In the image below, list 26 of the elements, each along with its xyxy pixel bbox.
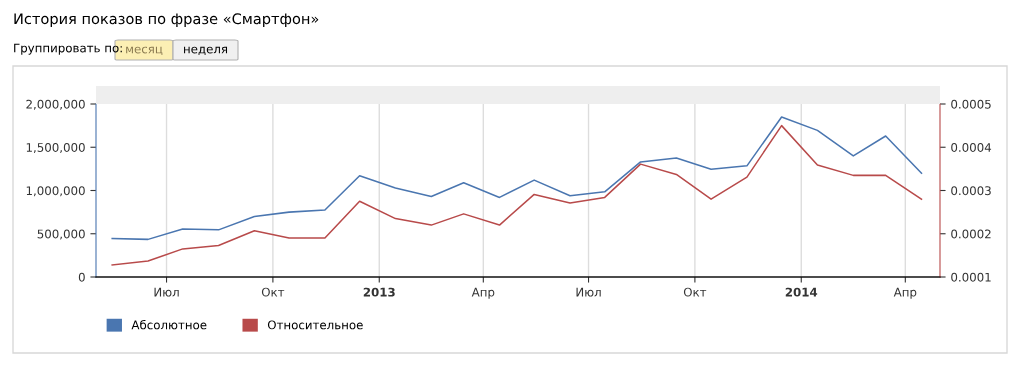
y2-tick-label: 0.0001 bbox=[951, 272, 991, 282]
x-tick-label: 2014 bbox=[785, 287, 818, 297]
y-tick-label: 2,000,000 bbox=[26, 99, 85, 110]
line-series bbox=[111, 116, 923, 241]
x-tick-label: Окт bbox=[261, 287, 285, 297]
x-tick-label: Апр bbox=[471, 287, 495, 299]
y2-tick-label: 0.0002 bbox=[951, 229, 991, 239]
y-tick-label: 1,500,000 bbox=[26, 142, 85, 154]
y-tick-label: 500,000 bbox=[37, 229, 85, 240]
legend-label: Абсолютное bbox=[131, 319, 207, 330]
legend-label: Относительное bbox=[267, 320, 363, 330]
text: Группировать по: bbox=[14, 43, 122, 55]
x-tick-label: Апр bbox=[893, 287, 917, 299]
y-tick-label: 0 bbox=[78, 272, 85, 282]
x-tick-label: 2013 bbox=[363, 287, 395, 297]
x-tick-label: Июл bbox=[576, 287, 601, 297]
x-tick-label: Июл bbox=[154, 287, 179, 297]
x-tick-label: Окт bbox=[683, 287, 707, 297]
y-tick-label: 1,000,000 bbox=[26, 186, 85, 197]
chart-title: История показов по фразе «Смартфон» bbox=[14, 13, 319, 28]
y2-tick-label: 0.0005 bbox=[951, 99, 991, 109]
line-series bbox=[111, 124, 923, 266]
text: неделя bbox=[184, 46, 228, 55]
y2-tick-label: 0.0004 bbox=[951, 142, 992, 152]
y2-tick-label: 0.0003 bbox=[951, 186, 991, 196]
text: месяц bbox=[126, 46, 163, 55]
